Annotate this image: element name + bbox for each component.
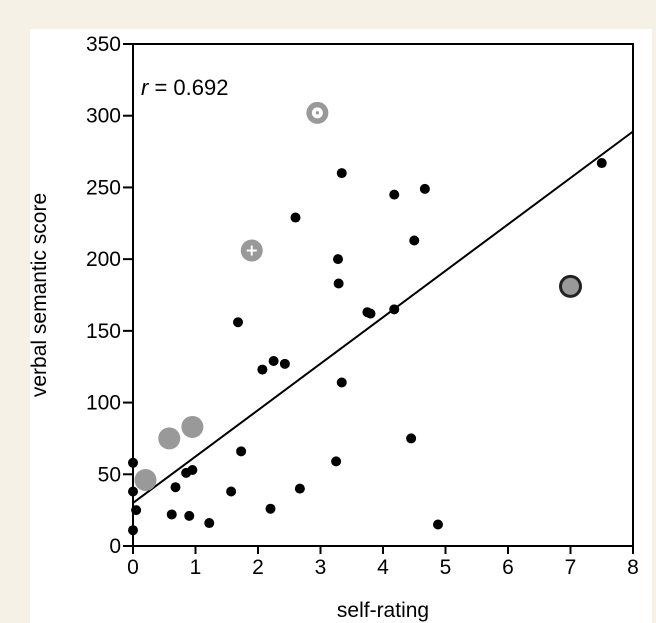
highlighted-point-square <box>306 101 329 124</box>
data-point <box>389 189 400 200</box>
y-tick-label: 350 <box>86 33 121 56</box>
data-point <box>166 509 177 520</box>
data-point <box>419 183 430 194</box>
data-point <box>433 519 443 530</box>
x-tick-label: 0 <box>127 556 139 579</box>
data-point <box>596 158 607 169</box>
data-point <box>409 235 420 246</box>
x-axis-label: self-rating <box>337 599 429 622</box>
y-axis-label: verbal semantic score <box>28 193 51 397</box>
x-tick-label: 4 <box>377 556 389 579</box>
y-tick-label: 250 <box>86 176 121 199</box>
data-point <box>128 457 138 468</box>
y-tick-label: 150 <box>86 320 121 343</box>
x-tick-label: 2 <box>252 556 264 579</box>
x-axis: 0 1 2 3 4 5 6 7 8 <box>127 546 639 579</box>
x-tick-label: 7 <box>565 556 577 579</box>
data-point <box>365 308 376 319</box>
data-point <box>128 486 138 497</box>
data-point <box>333 278 344 289</box>
correlation-annotation: r = 0.692 <box>141 75 228 100</box>
data-point <box>233 317 243 328</box>
data-point <box>236 446 247 457</box>
r-value: = 0.692 <box>148 75 228 100</box>
highlighted-point-filled <box>181 415 204 438</box>
data-point <box>128 525 138 536</box>
regression-line <box>132 130 634 504</box>
y-tick-label: 300 <box>86 105 121 128</box>
plot-area <box>132 43 634 547</box>
x-tick-label: 5 <box>440 556 452 579</box>
data-point <box>336 377 347 388</box>
y-tick-label: 50 <box>98 463 121 486</box>
data-point <box>290 212 301 223</box>
x-tick-label: 3 <box>315 556 327 579</box>
data-point <box>257 364 268 375</box>
data-point <box>170 482 181 493</box>
x-tick-label: 1 <box>190 556 202 579</box>
data-point <box>187 464 198 475</box>
data-point <box>131 505 142 516</box>
y-tick-label: 200 <box>86 248 121 271</box>
data-point <box>265 503 276 514</box>
highlighted-point-plus <box>240 239 263 262</box>
data-point <box>331 456 342 467</box>
highlighted-points <box>134 101 582 492</box>
data-point <box>226 486 237 497</box>
data-point <box>294 483 305 494</box>
x-tick-label: 6 <box>502 556 514 579</box>
data-point <box>204 518 215 529</box>
data-point <box>279 358 290 369</box>
highlighted-point-filled <box>158 427 181 450</box>
data-point <box>389 304 400 315</box>
y-tick-label: 0 <box>109 535 121 558</box>
data-point <box>184 510 195 521</box>
highlighted-point-filled <box>134 469 157 492</box>
highlighted-point-outlined <box>559 274 582 298</box>
r-symbol: r <box>141 75 150 100</box>
x-tick-label: 8 <box>627 556 639 579</box>
data-point <box>268 355 279 366</box>
data-point <box>406 433 417 444</box>
data-points <box>128 158 607 536</box>
data-point <box>333 254 343 265</box>
y-axis: 0 50 100 150 200 250 300 350 <box>86 33 133 558</box>
y-tick-label: 100 <box>86 392 121 415</box>
data-point <box>336 168 347 179</box>
